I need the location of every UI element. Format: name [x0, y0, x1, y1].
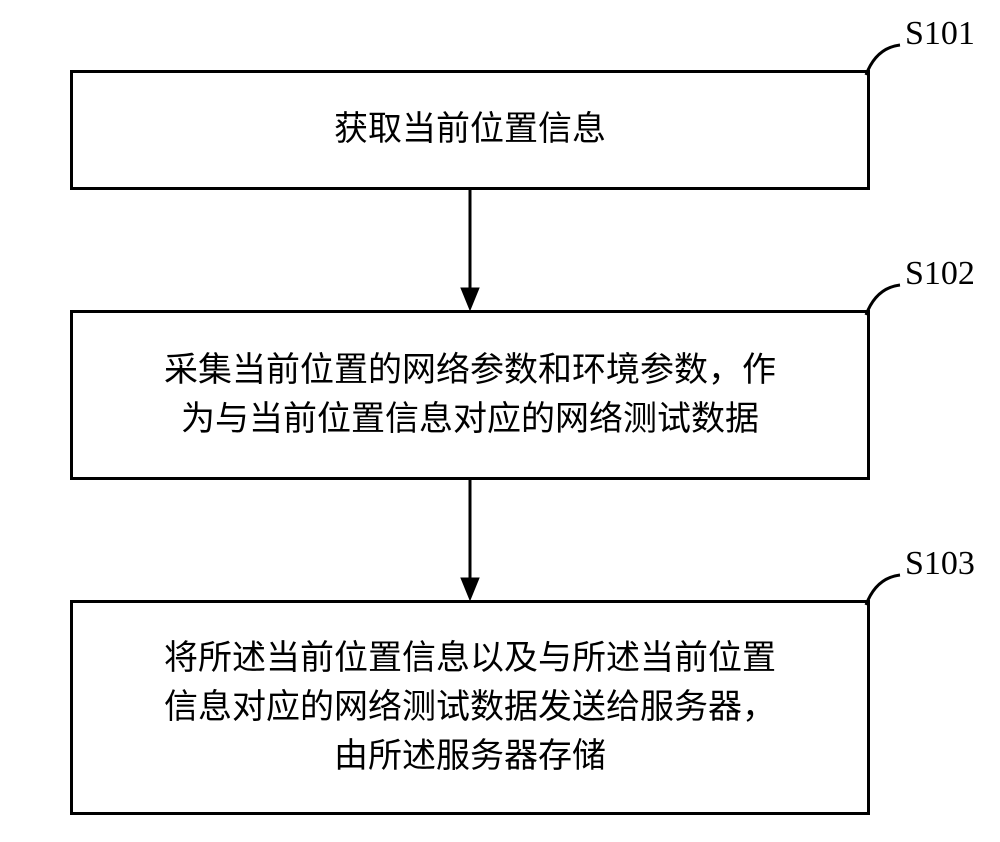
step-text-s101: 获取当前位置信息 [334, 105, 606, 154]
step-text-s102: 采集当前位置的网络参数和环境参数，作 为与当前位置信息对应的网络测试数据 [164, 346, 776, 445]
step-label-s101: S101 [905, 15, 975, 53]
step-box-s101: 获取当前位置信息 [70, 70, 870, 190]
step-text-s103: 将所述当前位置信息以及与所述当前位置 信息对应的网络测试数据发送给服务器， 由所… [164, 634, 776, 782]
step-box-s102: 采集当前位置的网络参数和环境参数，作 为与当前位置信息对应的网络测试数据 [70, 310, 870, 480]
step-label-s102: S102 [905, 255, 975, 293]
step-label-s103: S103 [905, 545, 975, 583]
step-box-s103: 将所述当前位置信息以及与所述当前位置 信息对应的网络测试数据发送给服务器， 由所… [70, 600, 870, 815]
flowchart-canvas: 获取当前位置信息 采集当前位置的网络参数和环境参数，作 为与当前位置信息对应的网… [0, 0, 1000, 842]
